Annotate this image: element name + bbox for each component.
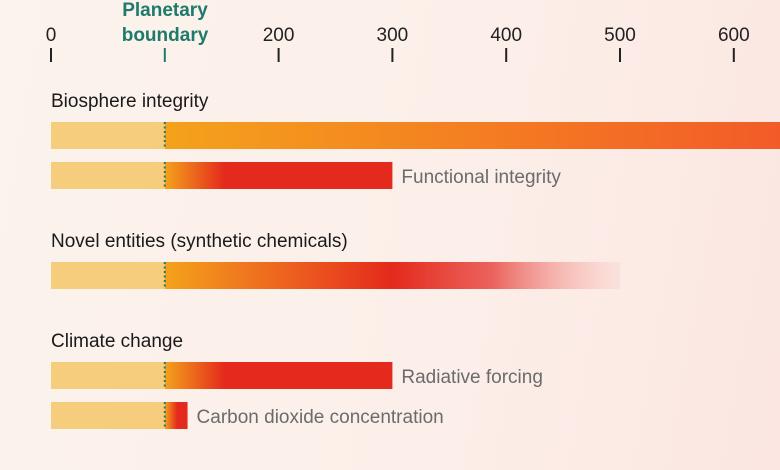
x-tick-label: 0 (46, 25, 57, 46)
x-tick-label: 300 (377, 25, 409, 46)
x-tick-label: 500 (604, 25, 636, 46)
category-label: Biosphere integrity (51, 91, 209, 112)
boundary-label-line2: boundary (122, 25, 209, 46)
bar-safe-zone (51, 122, 165, 149)
bar-exceeded (164, 262, 621, 289)
category-label: Novel entities (synthetic chemicals) (51, 231, 348, 252)
bar-exceeded (164, 402, 188, 429)
bar-safe-zone (51, 362, 165, 389)
bar-label: Carbon dioxide concentration (197, 407, 444, 428)
category-rows: Biosphere integrity Functional integrity N… (51, 91, 780, 429)
category-label: Climate change (51, 331, 183, 352)
bar-label: Functional integrity (401, 167, 561, 188)
bar-safe-zone (51, 402, 165, 429)
x-tick-label: 400 (490, 25, 522, 46)
x-tick-label: 600 (718, 25, 750, 46)
bar-label: Radiative forcing (401, 367, 543, 388)
bar-exceeded (164, 162, 393, 189)
x-axis: 0 200 300 400 500 600 (46, 25, 750, 62)
bar-safe-zone (51, 262, 165, 289)
x-tick-label: 200 (263, 25, 295, 46)
boundary-label-line1: Planetary (122, 0, 208, 21)
bar-safe-zone (51, 162, 165, 189)
boundary-header: Planetary boundary (122, 0, 209, 46)
bar-exceeded (164, 362, 393, 389)
bar-exceeded (164, 122, 780, 149)
